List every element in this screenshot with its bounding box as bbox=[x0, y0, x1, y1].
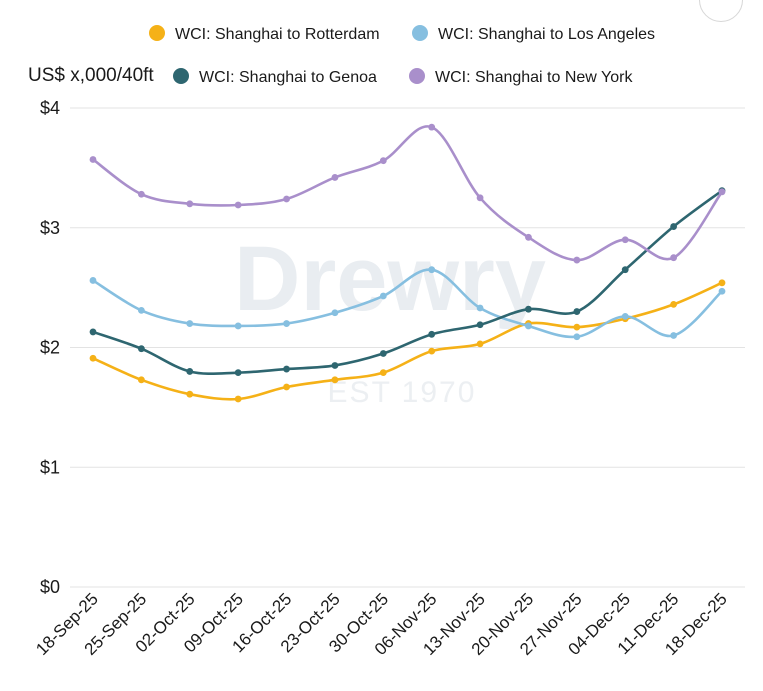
data-point bbox=[379, 157, 387, 165]
data-point bbox=[670, 223, 678, 230]
data-point bbox=[476, 340, 484, 348]
data-point bbox=[525, 233, 532, 241]
legend-label: WCI: Shanghai to Genoa bbox=[199, 69, 377, 86]
data-point bbox=[718, 188, 726, 196]
data-point bbox=[234, 395, 242, 403]
series-line bbox=[91, 281, 724, 401]
data-point bbox=[137, 376, 145, 384]
data-point bbox=[379, 350, 387, 357]
y-tick-label: $3 bbox=[40, 218, 60, 238]
watermark-sub: EST 1970 bbox=[328, 376, 477, 409]
data-point bbox=[283, 383, 290, 391]
legend-marker bbox=[149, 25, 165, 41]
data-point bbox=[621, 312, 629, 320]
y-tick-label: $1 bbox=[40, 457, 60, 477]
y-tick-label: $4 bbox=[40, 98, 60, 118]
legend-marker bbox=[412, 25, 428, 41]
data-point bbox=[621, 236, 629, 244]
y-axis-label: US$ x,000/40ft bbox=[28, 65, 154, 86]
data-point bbox=[186, 200, 194, 208]
y-tick-label: $0 bbox=[40, 577, 60, 597]
legend-label: WCI: Shanghai to Rotterdam bbox=[175, 26, 380, 43]
data-point bbox=[283, 195, 290, 203]
data-point bbox=[137, 306, 145, 314]
data-point bbox=[89, 277, 97, 284]
y-tick-label: $2 bbox=[40, 338, 60, 358]
data-point bbox=[573, 333, 581, 341]
data-point bbox=[670, 332, 678, 339]
data-point bbox=[379, 369, 387, 377]
legend-label: WCI: Shanghai to New York bbox=[435, 69, 633, 86]
data-point bbox=[573, 256, 581, 264]
data-point bbox=[428, 266, 436, 274]
data-point bbox=[186, 320, 194, 327]
data-point bbox=[428, 123, 436, 131]
data-point bbox=[331, 376, 339, 384]
legend-marker bbox=[173, 68, 189, 84]
data-point bbox=[525, 322, 532, 330]
data-point bbox=[186, 390, 194, 398]
data-point bbox=[137, 190, 145, 198]
legend-label: WCI: Shanghai to Los Angeles bbox=[438, 26, 655, 43]
data-point bbox=[428, 347, 436, 355]
watermark-brand: Drewry bbox=[234, 228, 546, 330]
data-point bbox=[670, 300, 678, 308]
data-point bbox=[379, 292, 387, 300]
data-point bbox=[137, 345, 145, 353]
data-point bbox=[476, 304, 484, 312]
data-point bbox=[670, 254, 678, 262]
data-point bbox=[234, 369, 242, 377]
data-point bbox=[234, 201, 242, 209]
data-point bbox=[525, 305, 532, 313]
data-point bbox=[573, 308, 581, 315]
data-point bbox=[283, 365, 290, 373]
data-point bbox=[331, 309, 339, 317]
data-point bbox=[89, 328, 97, 336]
data-point bbox=[718, 287, 726, 295]
legend-marker bbox=[409, 68, 425, 84]
data-point bbox=[428, 330, 436, 338]
data-point bbox=[476, 194, 484, 202]
data-point bbox=[476, 321, 484, 329]
data-point bbox=[331, 174, 339, 181]
data-point bbox=[234, 322, 242, 330]
data-point bbox=[89, 156, 97, 163]
data-point bbox=[186, 368, 194, 375]
data-point bbox=[331, 362, 339, 369]
data-point bbox=[89, 354, 97, 362]
data-point bbox=[718, 279, 726, 287]
data-point bbox=[573, 323, 581, 331]
data-point bbox=[283, 320, 290, 327]
data-point bbox=[621, 266, 629, 274]
